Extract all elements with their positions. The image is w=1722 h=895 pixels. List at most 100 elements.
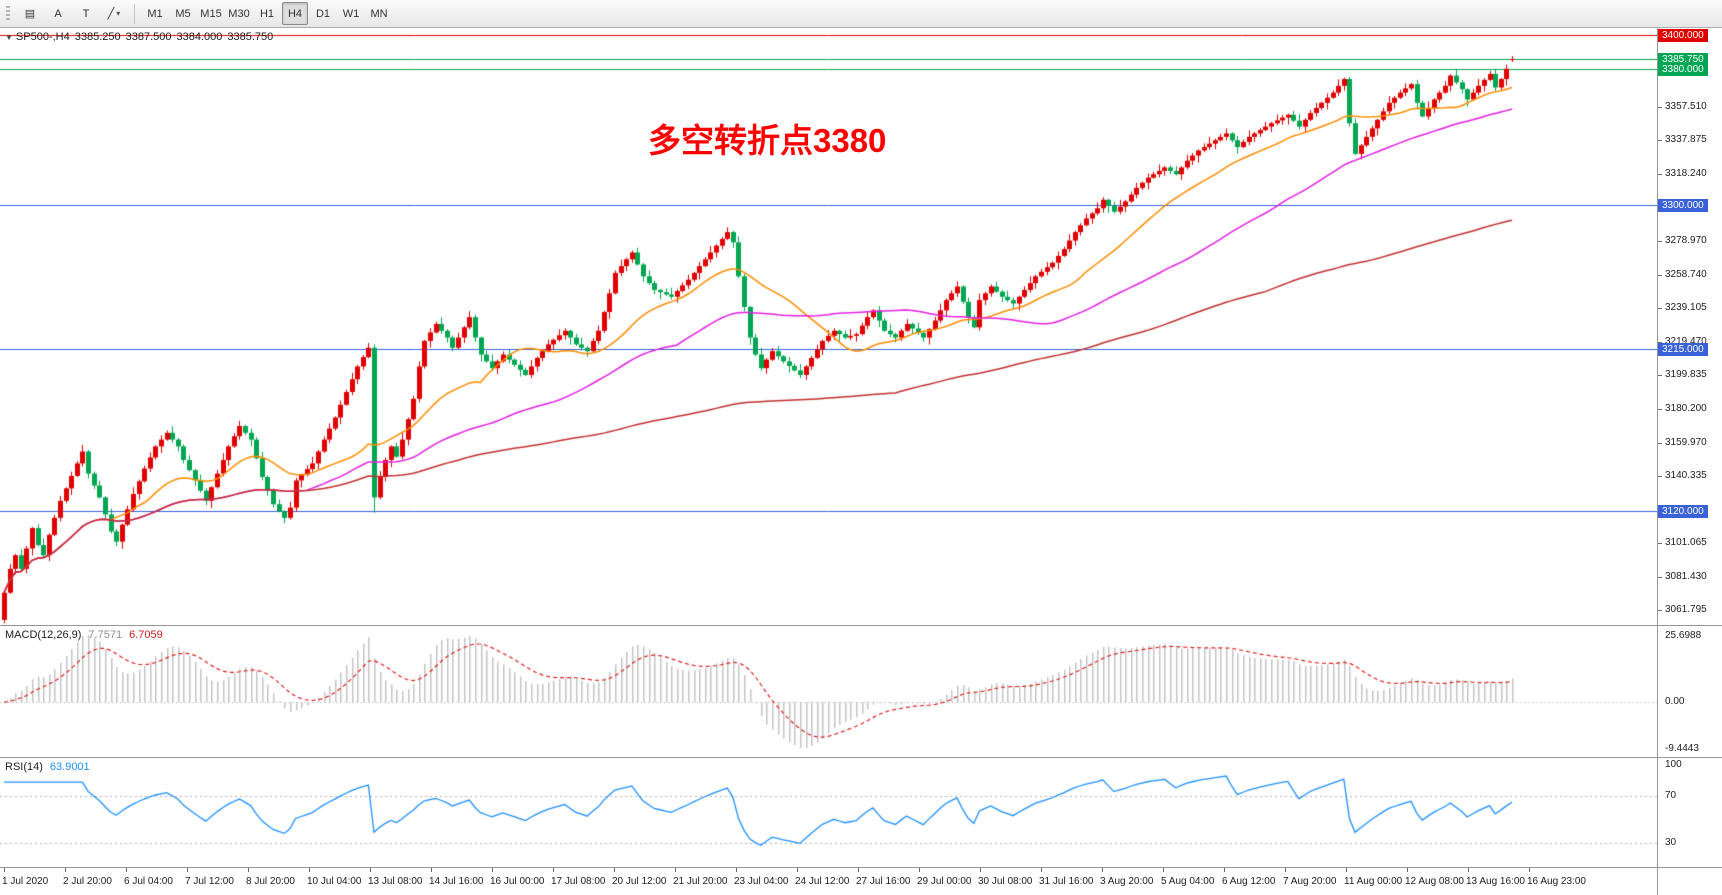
macd-signal-value: 6.7059 bbox=[129, 629, 163, 641]
time-tick-mark bbox=[492, 868, 493, 872]
price-tick-mark bbox=[1658, 107, 1662, 108]
time-label: 17 Jul 08:00 bbox=[551, 876, 606, 887]
main-chart-panel: ▼ SP500-,H4 3385.250 3387.500 3384.000 3385.7… bbox=[0, 28, 1657, 625]
time-tick-mark bbox=[1529, 868, 1530, 872]
close-value: 3385.750 bbox=[227, 31, 274, 43]
price-tick-label: 3258.740 bbox=[1665, 269, 1707, 280]
timeframe-button-M1[interactable]: M1 bbox=[147, 7, 163, 20]
time-label: 12 Aug 08:00 bbox=[1405, 876, 1464, 887]
time-label: 6 Aug 12:00 bbox=[1222, 876, 1276, 887]
price-tick-label: 3219.470 bbox=[1665, 336, 1707, 347]
price-tick-label: 3081.430 bbox=[1665, 571, 1707, 582]
price-tick-mark bbox=[1658, 342, 1662, 343]
time-label: 13 Aug 16:00 bbox=[1466, 876, 1525, 887]
time-tick-mark bbox=[187, 868, 188, 872]
toolbar-separator bbox=[134, 3, 135, 24]
axis-corner bbox=[1657, 867, 1722, 895]
price-tick-mark bbox=[1658, 174, 1662, 175]
timeframe-button-H1[interactable]: H1 bbox=[259, 7, 275, 20]
price-axis[interactable]: 3357.510 3337.875 3318.240 3278.970 3258.740… bbox=[1657, 28, 1722, 625]
macd-axis[interactable]: 25.6988 0.00 -9.4443 bbox=[1657, 625, 1722, 757]
text-a-button-glyph: A bbox=[54, 7, 62, 20]
price-tick-label: 3180.200 bbox=[1665, 403, 1707, 414]
price-line-label-3385.750: 3385.750 bbox=[1658, 53, 1708, 66]
macd-axis-label-top: 25.6988 bbox=[1665, 630, 1702, 641]
time-label: 21 Jul 20:00 bbox=[673, 876, 728, 887]
rsi-label: RSI(14) 63.9001 bbox=[5, 761, 90, 773]
time-tick-mark bbox=[309, 868, 310, 872]
timeframe-button-H4[interactable]: H4 bbox=[282, 2, 308, 25]
time-tick-mark bbox=[126, 868, 127, 872]
rsi-canvas[interactable] bbox=[0, 758, 1657, 867]
time-tick-mark bbox=[980, 868, 981, 872]
charts-button[interactable]: ▤ bbox=[17, 2, 43, 25]
symbol-timeframe-label: SP500-,H4 bbox=[15, 31, 70, 43]
text-a-button[interactable]: A bbox=[45, 2, 71, 25]
main-chart-canvas[interactable] bbox=[0, 28, 1657, 625]
time-axis[interactable]: 1 Jul 2020 2 Jul 20:00 6 Jul 04:00 7 Jul 12… bbox=[0, 867, 1657, 895]
charts-button-glyph: ▤ bbox=[24, 8, 36, 20]
timeframe-button-D1[interactable]: D1 bbox=[315, 7, 331, 20]
macd-label: MACD(12,26,9) 7.7571 6.7059 bbox=[5, 629, 163, 641]
time-label: 6 Jul 04:00 bbox=[124, 876, 173, 887]
time-tick-mark bbox=[1346, 868, 1347, 872]
price-tick-mark bbox=[1658, 443, 1662, 444]
time-tick-mark bbox=[1163, 868, 1164, 872]
line-tools-button[interactable]: ╱ ▾ bbox=[101, 2, 127, 25]
toolbar-drag-handle[interactable] bbox=[6, 5, 10, 22]
toolbar-tool-buttons: ▤ A T ╱ ▾ bbox=[16, 2, 128, 25]
price-tick-mark bbox=[1658, 241, 1662, 242]
price-tick-label: 3318.240 bbox=[1665, 168, 1707, 179]
time-label: 5 Aug 04:00 bbox=[1161, 876, 1215, 887]
time-label: 27 Jul 16:00 bbox=[856, 876, 911, 887]
rsi-axis-label-70: 70 bbox=[1665, 790, 1677, 801]
high-value: 3387.500 bbox=[125, 31, 172, 43]
time-label: 30 Jul 08:00 bbox=[978, 876, 1033, 887]
time-label: 16 Aug 23:00 bbox=[1527, 876, 1586, 887]
time-tick-mark bbox=[1407, 868, 1408, 872]
chart-text-annotation: 多空转折点3380 bbox=[648, 122, 887, 159]
time-tick-mark bbox=[1224, 868, 1225, 872]
time-tick-mark bbox=[1041, 868, 1042, 872]
timeframe-button-M30[interactable]: M30 bbox=[228, 7, 250, 20]
time-tick-mark bbox=[736, 868, 737, 872]
rsi-axis[interactable]: 100 70 30 bbox=[1657, 757, 1722, 867]
dropdown-caret-icon: ▾ bbox=[116, 9, 121, 18]
price-tick-mark bbox=[1658, 275, 1662, 276]
time-tick-mark bbox=[4, 868, 5, 872]
price-tick-label: 3199.835 bbox=[1665, 369, 1707, 380]
price-line-label-3215.000: 3215.000 bbox=[1658, 343, 1708, 356]
timeframe-button-group: M1 M5 M15 M30 H1 H4 D1 W1 MN bbox=[141, 2, 393, 25]
time-label: 20 Jul 12:00 bbox=[612, 876, 667, 887]
price-tick-label: 3278.970 bbox=[1665, 235, 1707, 246]
timeframe-button-W1[interactable]: W1 bbox=[342, 7, 360, 20]
time-tick-mark bbox=[65, 868, 66, 872]
macd-axis-label-zero: 0.00 bbox=[1665, 696, 1685, 707]
time-tick-mark bbox=[1285, 868, 1286, 872]
rsi-axis-label-100: 100 bbox=[1665, 759, 1682, 770]
text-t-button[interactable]: T bbox=[73, 2, 99, 25]
macd-name: MACD(12,26,9) bbox=[5, 629, 82, 641]
macd-canvas[interactable] bbox=[0, 626, 1657, 757]
macd-axis-label-bottom: -9.4443 bbox=[1665, 743, 1699, 754]
rsi-value: 63.9001 bbox=[49, 761, 90, 773]
time-label: 24 Jul 12:00 bbox=[795, 876, 850, 887]
price-tick-label: 3337.875 bbox=[1665, 134, 1707, 145]
time-tick-mark bbox=[1102, 868, 1103, 872]
price-tick-mark bbox=[1658, 610, 1662, 611]
time-tick-mark bbox=[919, 868, 920, 872]
price-tick-mark bbox=[1658, 476, 1662, 477]
time-label: 2 Jul 20:00 bbox=[63, 876, 112, 887]
rsi-name: RSI(14) bbox=[5, 761, 43, 773]
time-label: 14 Jul 16:00 bbox=[429, 876, 484, 887]
price-tick-mark bbox=[1658, 409, 1662, 410]
price-tick-label: 3239.105 bbox=[1665, 302, 1707, 313]
timeframe-button-M15[interactable]: M15 bbox=[200, 7, 222, 20]
time-label: 3 Aug 20:00 bbox=[1100, 876, 1154, 887]
open-value: 3385.250 bbox=[74, 31, 121, 43]
time-tick-mark bbox=[614, 868, 615, 872]
timeframe-button-M5[interactable]: M5 bbox=[175, 7, 191, 20]
chart-area: ▼ SP500-,H4 3385.250 3387.500 3384.000 3385.7… bbox=[0, 28, 1722, 895]
timeframe-button-MN[interactable]: MN bbox=[370, 7, 388, 20]
